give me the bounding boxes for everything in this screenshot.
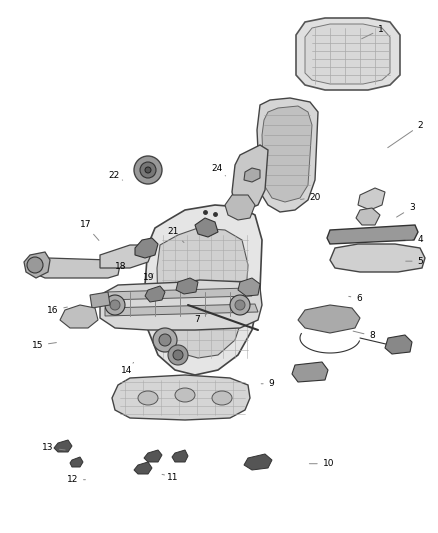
Text: 5: 5 xyxy=(406,257,424,265)
Text: 16: 16 xyxy=(47,306,67,314)
Polygon shape xyxy=(24,252,50,278)
Polygon shape xyxy=(296,18,400,90)
Circle shape xyxy=(110,300,120,310)
Polygon shape xyxy=(262,106,312,202)
Circle shape xyxy=(173,350,183,360)
Polygon shape xyxy=(54,440,72,452)
Polygon shape xyxy=(172,450,188,462)
Polygon shape xyxy=(305,24,390,84)
Text: 2: 2 xyxy=(388,121,423,148)
Text: 21: 21 xyxy=(167,228,184,243)
Text: 10: 10 xyxy=(309,459,334,468)
Polygon shape xyxy=(244,168,260,182)
Polygon shape xyxy=(225,195,255,220)
Text: 11: 11 xyxy=(162,473,179,481)
Polygon shape xyxy=(232,145,268,210)
Text: 22: 22 xyxy=(108,172,123,180)
Text: 19: 19 xyxy=(143,273,155,281)
Circle shape xyxy=(105,295,125,315)
Text: 14: 14 xyxy=(121,362,134,375)
Polygon shape xyxy=(257,98,318,212)
Polygon shape xyxy=(358,188,385,210)
Circle shape xyxy=(27,257,43,273)
Polygon shape xyxy=(176,278,198,294)
Polygon shape xyxy=(90,292,110,308)
Polygon shape xyxy=(330,244,425,272)
Polygon shape xyxy=(135,238,158,258)
Polygon shape xyxy=(60,305,98,328)
Polygon shape xyxy=(157,228,248,358)
Polygon shape xyxy=(105,304,258,316)
Polygon shape xyxy=(238,278,260,296)
Circle shape xyxy=(230,295,250,315)
Polygon shape xyxy=(105,288,252,300)
Text: 24: 24 xyxy=(211,164,226,176)
Circle shape xyxy=(145,167,151,173)
Ellipse shape xyxy=(212,391,232,405)
Polygon shape xyxy=(134,462,152,474)
Text: 8: 8 xyxy=(353,331,375,340)
Polygon shape xyxy=(100,245,152,268)
Text: 4: 4 xyxy=(406,236,423,244)
Text: 9: 9 xyxy=(261,379,275,388)
Polygon shape xyxy=(244,454,272,470)
Ellipse shape xyxy=(175,388,195,402)
Text: 20: 20 xyxy=(300,193,321,201)
Circle shape xyxy=(159,334,171,346)
Text: 13: 13 xyxy=(42,443,65,452)
Polygon shape xyxy=(100,280,262,330)
Polygon shape xyxy=(195,218,218,237)
Text: 1: 1 xyxy=(362,25,384,39)
Text: 18: 18 xyxy=(115,262,126,271)
Polygon shape xyxy=(327,225,418,244)
Text: 12: 12 xyxy=(67,475,85,484)
Ellipse shape xyxy=(138,391,158,405)
Circle shape xyxy=(140,162,156,178)
Polygon shape xyxy=(36,258,120,278)
Circle shape xyxy=(235,300,245,310)
Polygon shape xyxy=(298,305,360,333)
Polygon shape xyxy=(292,362,328,382)
Circle shape xyxy=(153,328,177,352)
Polygon shape xyxy=(145,286,165,302)
Polygon shape xyxy=(145,205,262,375)
Circle shape xyxy=(168,345,188,365)
Circle shape xyxy=(134,156,162,184)
Polygon shape xyxy=(112,375,250,420)
Polygon shape xyxy=(70,457,83,467)
Polygon shape xyxy=(356,208,380,225)
Text: 17: 17 xyxy=(80,221,99,240)
Text: 6: 6 xyxy=(349,294,362,303)
Text: 3: 3 xyxy=(396,204,415,217)
Text: 7: 7 xyxy=(194,313,208,324)
Polygon shape xyxy=(144,450,162,462)
Polygon shape xyxy=(385,335,412,354)
Text: 15: 15 xyxy=(32,341,57,350)
